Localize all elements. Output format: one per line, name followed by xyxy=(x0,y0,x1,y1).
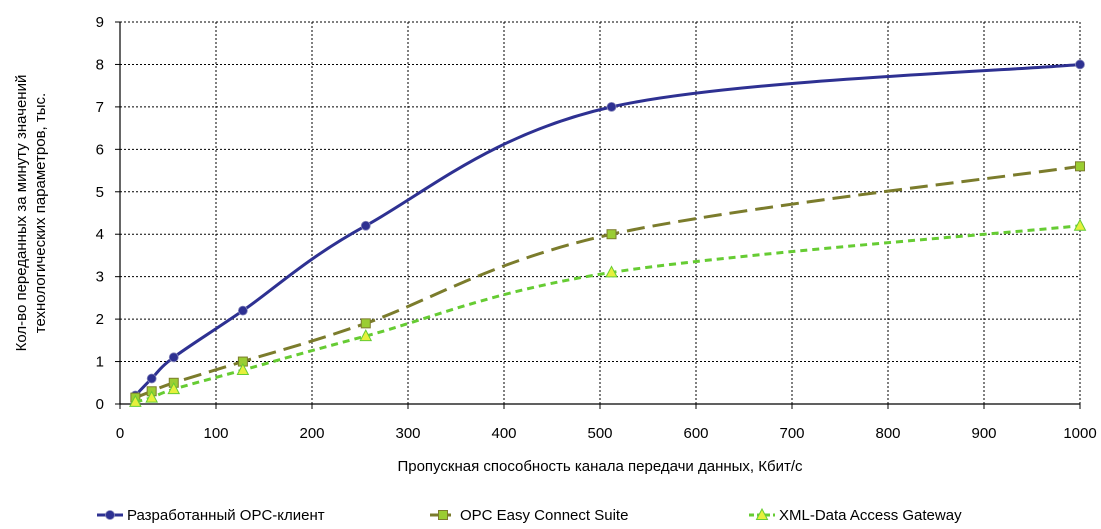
x-tick-label: 1000 xyxy=(1063,425,1096,442)
y-axis-label-line-1: Кол-во переданных за минуту значений xyxy=(13,75,30,352)
data-point xyxy=(1073,218,1087,231)
series-group xyxy=(129,59,1087,407)
data-point xyxy=(360,318,371,329)
x-tick-label: 100 xyxy=(203,425,228,442)
x-axis-label: Пропускная способность канала передачи д… xyxy=(397,458,803,475)
legend: Разработанный OPC-клиент OPC Easy Connect… xyxy=(97,507,962,524)
legend-item-1: OPC Easy Connect Suite xyxy=(430,507,628,524)
legend-label: OPC Easy Connect Suite xyxy=(460,507,628,524)
x-tick-label: 200 xyxy=(299,425,324,442)
data-point xyxy=(605,265,618,278)
legend-marker xyxy=(755,507,769,520)
data-point xyxy=(359,329,373,342)
y-tick-label: 1 xyxy=(96,354,104,371)
x-tick-label: 600 xyxy=(683,425,708,442)
data-point xyxy=(146,373,157,384)
y-tick-labels: 0 1 2 3 4 5 6 7 8 9 xyxy=(96,14,104,413)
data-point xyxy=(1075,161,1085,172)
data-point xyxy=(167,382,181,395)
data-point xyxy=(168,352,179,363)
y-tick-label: 9 xyxy=(96,14,104,31)
y-tick-label: 8 xyxy=(96,56,104,73)
legend-label: Разработанный OPC-клиент xyxy=(127,507,325,524)
y-tick-label: 5 xyxy=(96,184,104,201)
x-tick-label: 900 xyxy=(971,425,996,442)
x-tick-label: 700 xyxy=(779,425,804,442)
axes xyxy=(115,21,1081,409)
x-tick-label: 300 xyxy=(395,425,420,442)
series-2 xyxy=(129,218,1087,407)
legend-marker xyxy=(105,510,115,520)
data-point xyxy=(360,220,371,231)
legend-item-0: Разработанный OPC-клиент xyxy=(97,507,325,524)
data-point xyxy=(145,390,159,403)
plot-background xyxy=(120,22,1080,404)
x-tick-labels: 0 100 200 300 400 500 600 700 800 900 1000 xyxy=(116,425,1097,442)
y-tick-label: 0 xyxy=(96,396,104,413)
y-tick-label: 4 xyxy=(96,226,104,243)
y-tick-label: 6 xyxy=(96,141,104,158)
series-line xyxy=(134,224,1081,404)
x-tick-label: 400 xyxy=(491,425,516,442)
series-line xyxy=(134,62,1081,397)
data-point xyxy=(606,101,617,112)
data-point xyxy=(1075,59,1085,70)
y-tick-label: 3 xyxy=(96,269,104,286)
plot-area xyxy=(120,22,1080,404)
data-point xyxy=(129,394,142,407)
legend-marker xyxy=(438,510,448,520)
legend-item-2: XML-Data Access Gateway xyxy=(749,507,962,524)
x-tick-label: 500 xyxy=(587,425,612,442)
data-point xyxy=(236,362,250,376)
data-point xyxy=(237,305,248,316)
data-point xyxy=(606,229,617,240)
y-tick-label: 2 xyxy=(96,311,104,328)
y-axis-label-line-2: технологических параметров, тыс. xyxy=(32,93,49,333)
legend-label: XML-Data Access Gateway xyxy=(779,507,962,524)
grid-lines xyxy=(120,21,1081,404)
y-tick-label: 7 xyxy=(96,99,104,116)
x-tick-label: 0 xyxy=(116,425,124,442)
x-tick-label: 800 xyxy=(875,425,900,442)
